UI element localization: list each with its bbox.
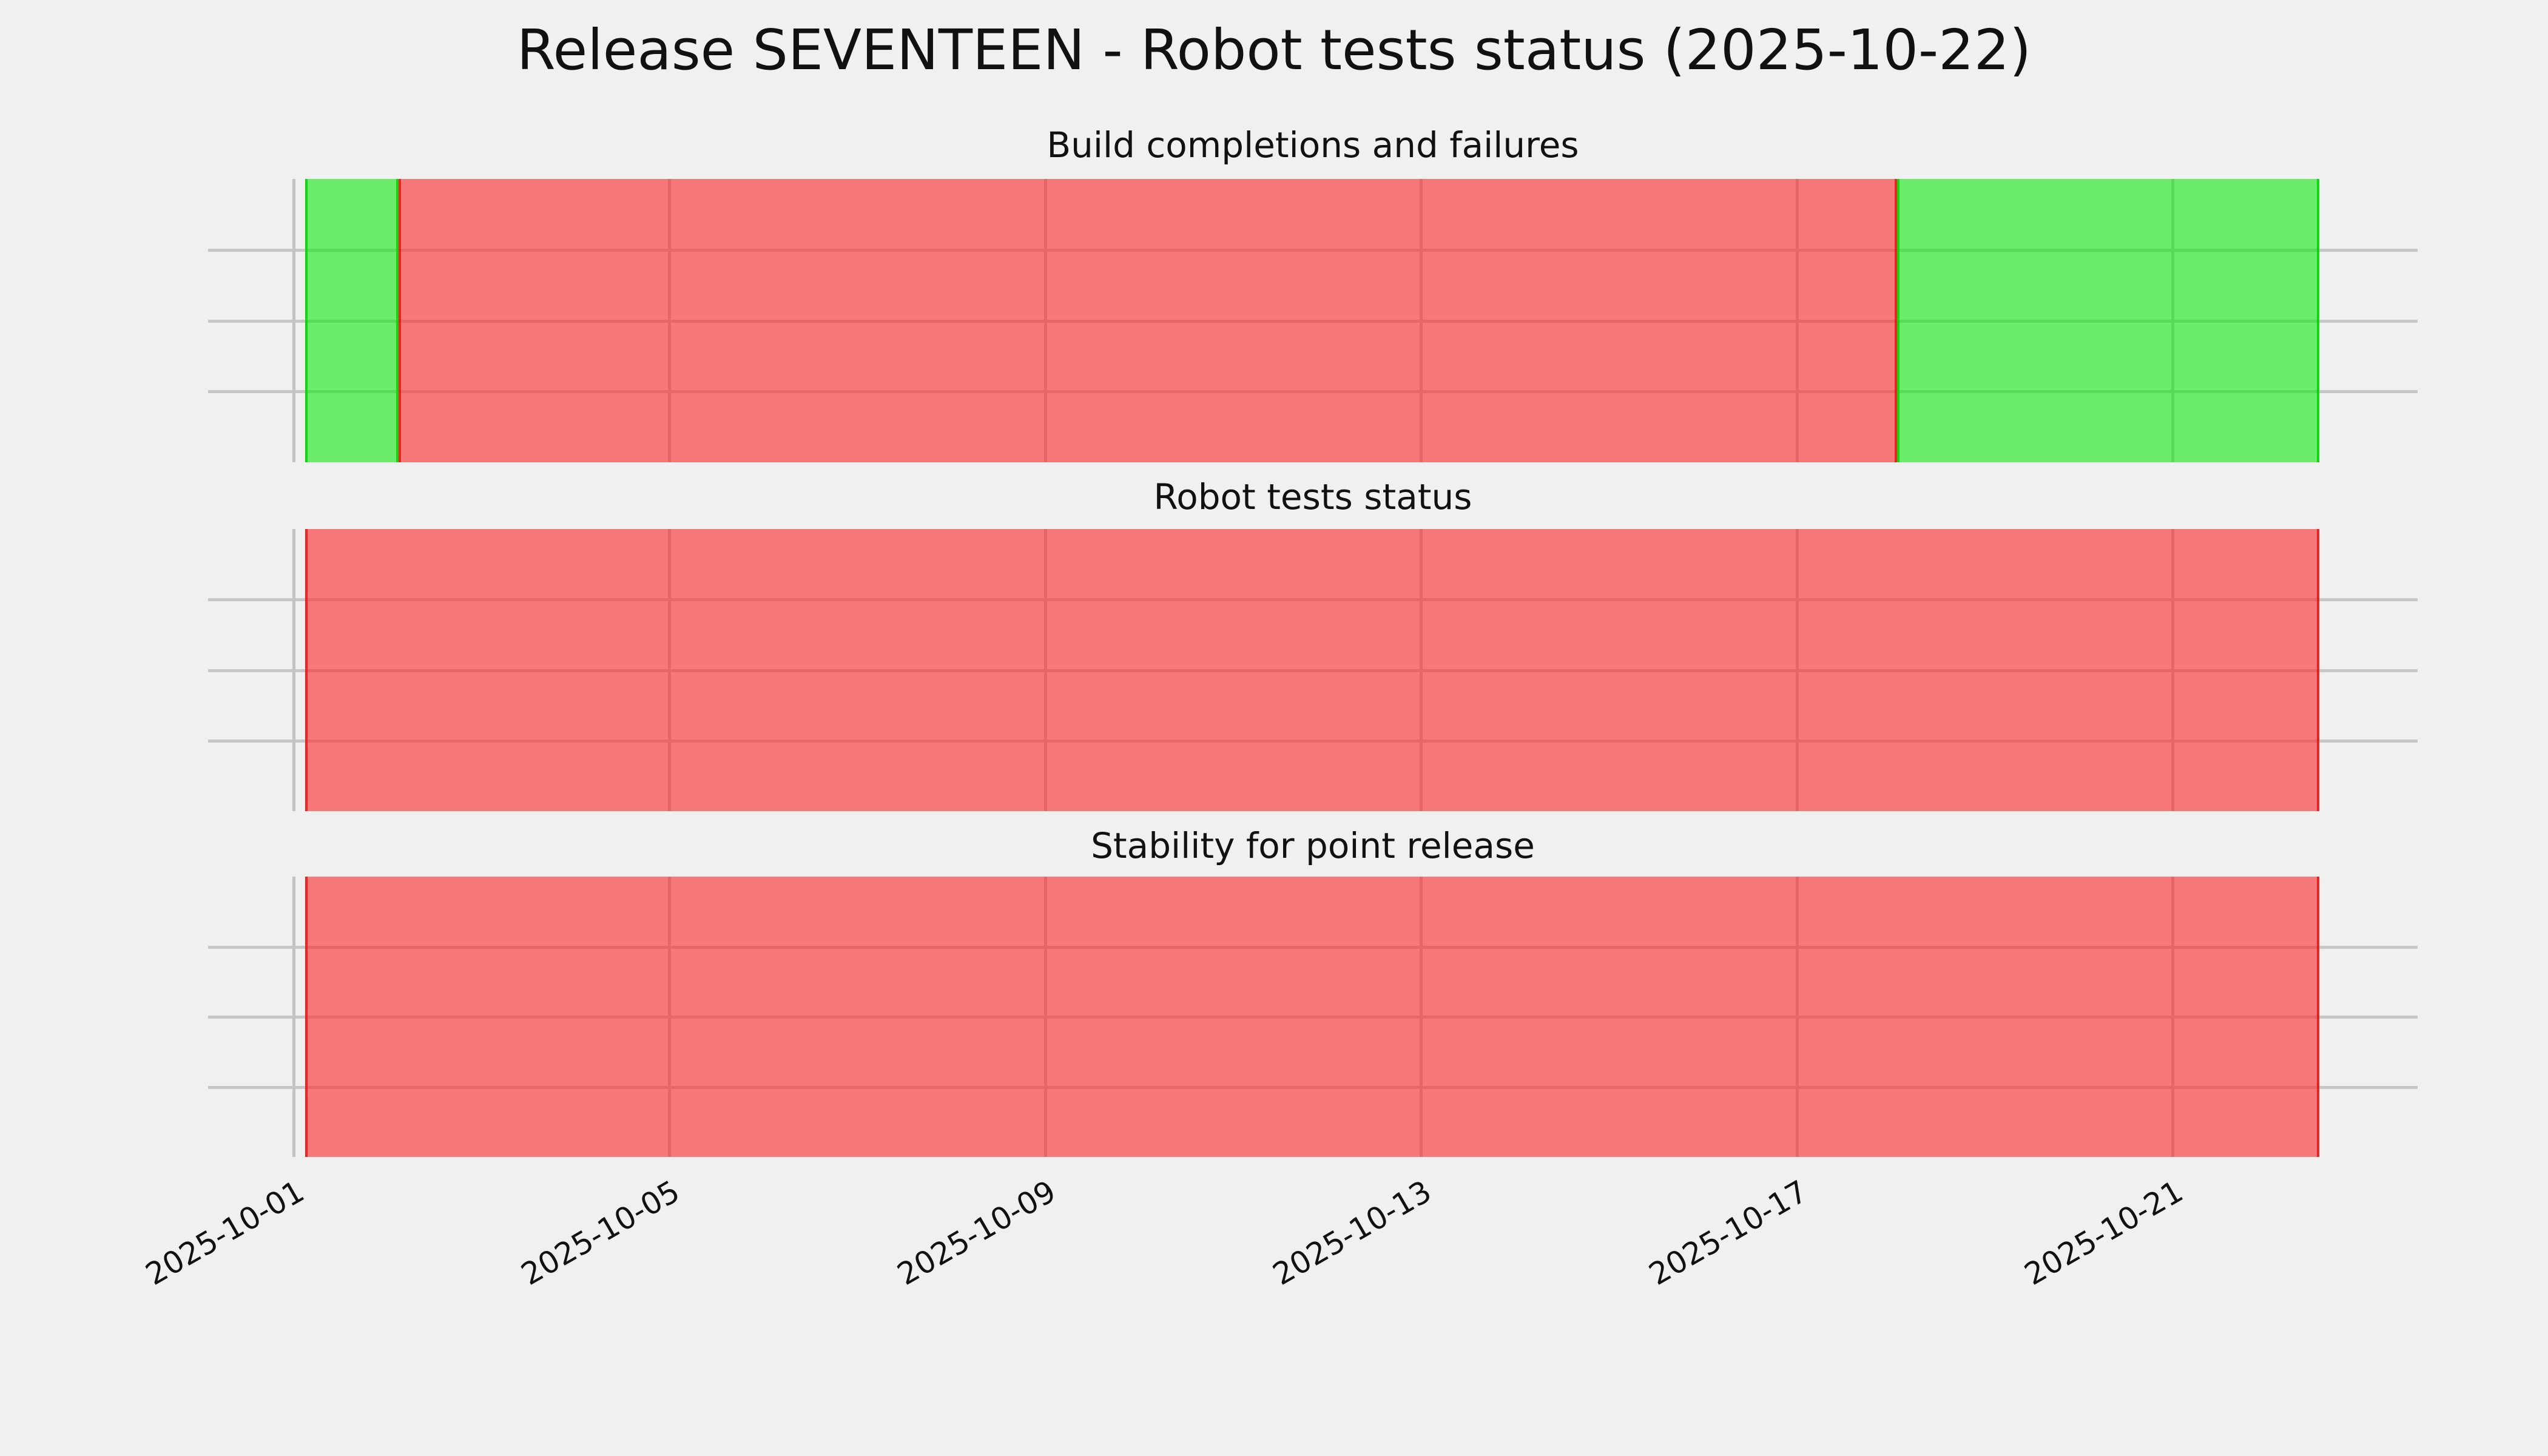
x-tick-label-text: 2025-10-21 [2018,1173,2189,1293]
plot-area-stability [208,877,2418,1157]
status-segment-success [1897,179,2319,462]
status-segment-failure [305,877,2319,1157]
status-segment-failure [399,179,1898,462]
gridline-vertical [292,877,295,1157]
status-segment-failure [305,529,2319,811]
subplot-title-build-completions: Build completions and failures [1046,124,1579,166]
subplot-title-stability: Stability for point release [1091,825,1535,866]
gridline-vertical [292,179,295,462]
x-tick-label-text: 2025-10-17 [1642,1173,1813,1293]
chart-title: Release SEVENTEEN - Robot tests status (… [516,18,2032,83]
x-tick-label-text: 2025-10-09 [891,1173,1062,1293]
subplot-title-robot-tests: Robot tests status [1153,476,1472,517]
gridline-vertical [292,529,295,811]
plot-area-build-completions [208,179,2418,462]
plot-area-robot-tests [208,529,2418,811]
x-tick-label-text: 2025-10-05 [515,1173,686,1293]
x-tick-label-text: 2025-10-13 [1267,1173,1438,1293]
x-tick-label-text: 2025-10-01 [140,1173,310,1293]
status-segment-success [305,179,399,462]
